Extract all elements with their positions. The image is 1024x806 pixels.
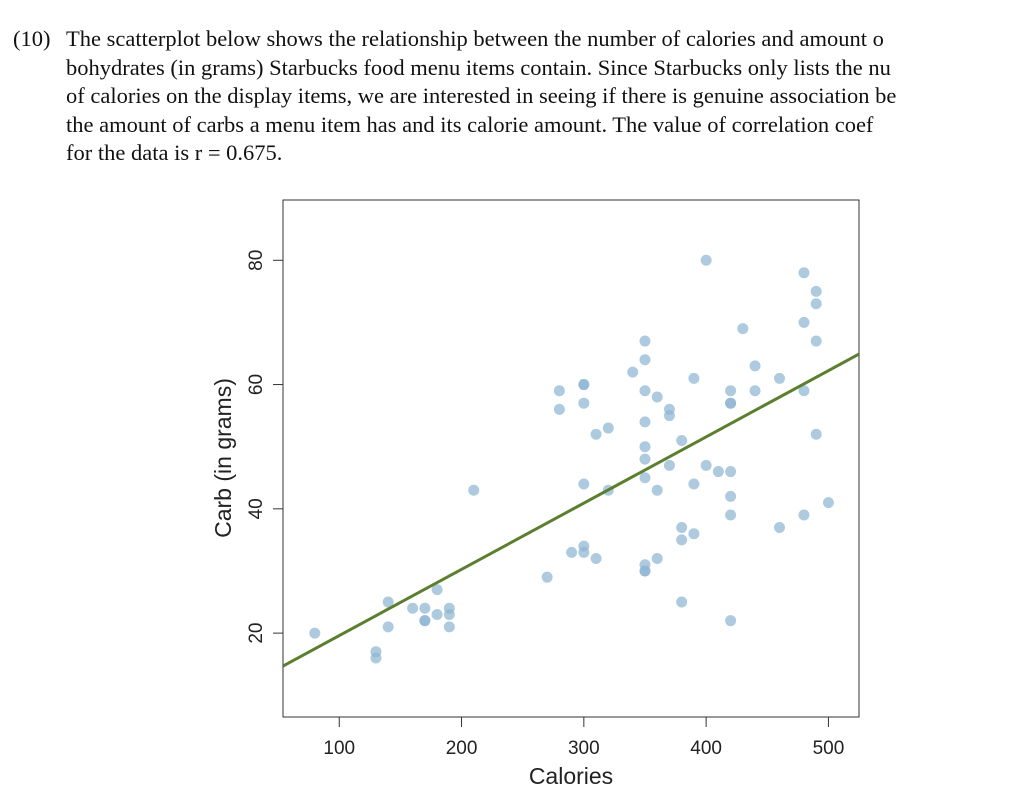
- x-tick-label: 200: [446, 738, 478, 759]
- question-line: The scatterplot below shows the relation…: [66, 26, 884, 51]
- point: [639, 441, 651, 453]
- point: [651, 553, 663, 565]
- question-line: of calories on the display items, we are…: [66, 83, 897, 108]
- point: [443, 621, 455, 633]
- point: [676, 596, 688, 608]
- x-tick-label: 300: [568, 738, 600, 759]
- x-tick-label: 500: [813, 738, 845, 759]
- point: [419, 602, 431, 614]
- point: [602, 422, 614, 434]
- point: [688, 528, 700, 540]
- plot-frame: [282, 199, 860, 718]
- point: [419, 615, 431, 627]
- point: [578, 397, 590, 409]
- question-line: the amount of carbs a menu item has and …: [66, 111, 874, 137]
- point: [725, 615, 737, 627]
- point: [810, 298, 822, 310]
- point: [725, 466, 737, 478]
- point: [590, 553, 602, 565]
- question-line: for the data is r = 0.675.: [66, 140, 283, 165]
- point: [737, 323, 749, 335]
- point: [627, 366, 639, 378]
- point: [639, 416, 651, 428]
- point: [676, 534, 688, 546]
- point: [468, 484, 480, 496]
- x-tick-label: 400: [690, 738, 722, 759]
- point: [407, 602, 419, 614]
- point: [712, 466, 724, 478]
- point: [431, 608, 443, 620]
- y-axis-label: Carb (in grams): [210, 378, 236, 538]
- point: [639, 335, 651, 347]
- question: (10) The scatterplot below shows the rel…: [0, 26, 1024, 175]
- point: [541, 571, 553, 583]
- x-tick-label: 100: [323, 738, 355, 759]
- points: [309, 254, 834, 664]
- point: [639, 453, 651, 465]
- point: [688, 372, 700, 384]
- fit-line: [283, 352, 859, 668]
- point: [663, 410, 675, 422]
- point: [725, 490, 737, 502]
- y-tick-label: 40: [246, 498, 267, 519]
- point: [553, 403, 565, 415]
- point: [725, 397, 737, 409]
- y-tick-label: 20: [246, 623, 267, 644]
- point: [639, 385, 651, 397]
- point: [725, 509, 737, 521]
- point: [700, 459, 712, 471]
- point: [639, 472, 651, 484]
- question-line: bohydrates (in grams) Starbucks food men…: [66, 54, 891, 80]
- point: [443, 608, 455, 620]
- y-tick-label: 60: [246, 374, 267, 395]
- point: [700, 254, 712, 266]
- point: [798, 316, 810, 328]
- point: [774, 521, 786, 533]
- x-axis-label: Calories: [529, 763, 613, 789]
- point: [822, 497, 834, 509]
- point: [810, 335, 822, 347]
- point: [749, 360, 761, 372]
- point: [676, 521, 688, 533]
- y-tick-label: 80: [246, 250, 267, 271]
- point: [578, 478, 590, 490]
- point: [578, 546, 590, 558]
- point: [749, 385, 761, 397]
- point: [663, 459, 675, 471]
- point: [798, 267, 810, 279]
- point: [774, 372, 786, 384]
- point: [382, 621, 394, 633]
- point: [590, 428, 602, 440]
- point: [810, 285, 822, 297]
- point: [431, 584, 443, 596]
- point: [639, 565, 651, 577]
- point: [639, 354, 651, 366]
- point: [798, 385, 810, 397]
- point: [688, 478, 700, 490]
- point: [370, 652, 382, 664]
- point: [566, 546, 578, 558]
- point: [382, 596, 394, 608]
- point: [810, 428, 822, 440]
- question-number: (10): [13, 26, 51, 51]
- point: [309, 627, 321, 639]
- point: [676, 434, 688, 446]
- point: [578, 379, 590, 391]
- point: [725, 385, 737, 397]
- point: [798, 509, 810, 521]
- point: [553, 385, 565, 397]
- point: [651, 391, 663, 403]
- point: [651, 484, 663, 496]
